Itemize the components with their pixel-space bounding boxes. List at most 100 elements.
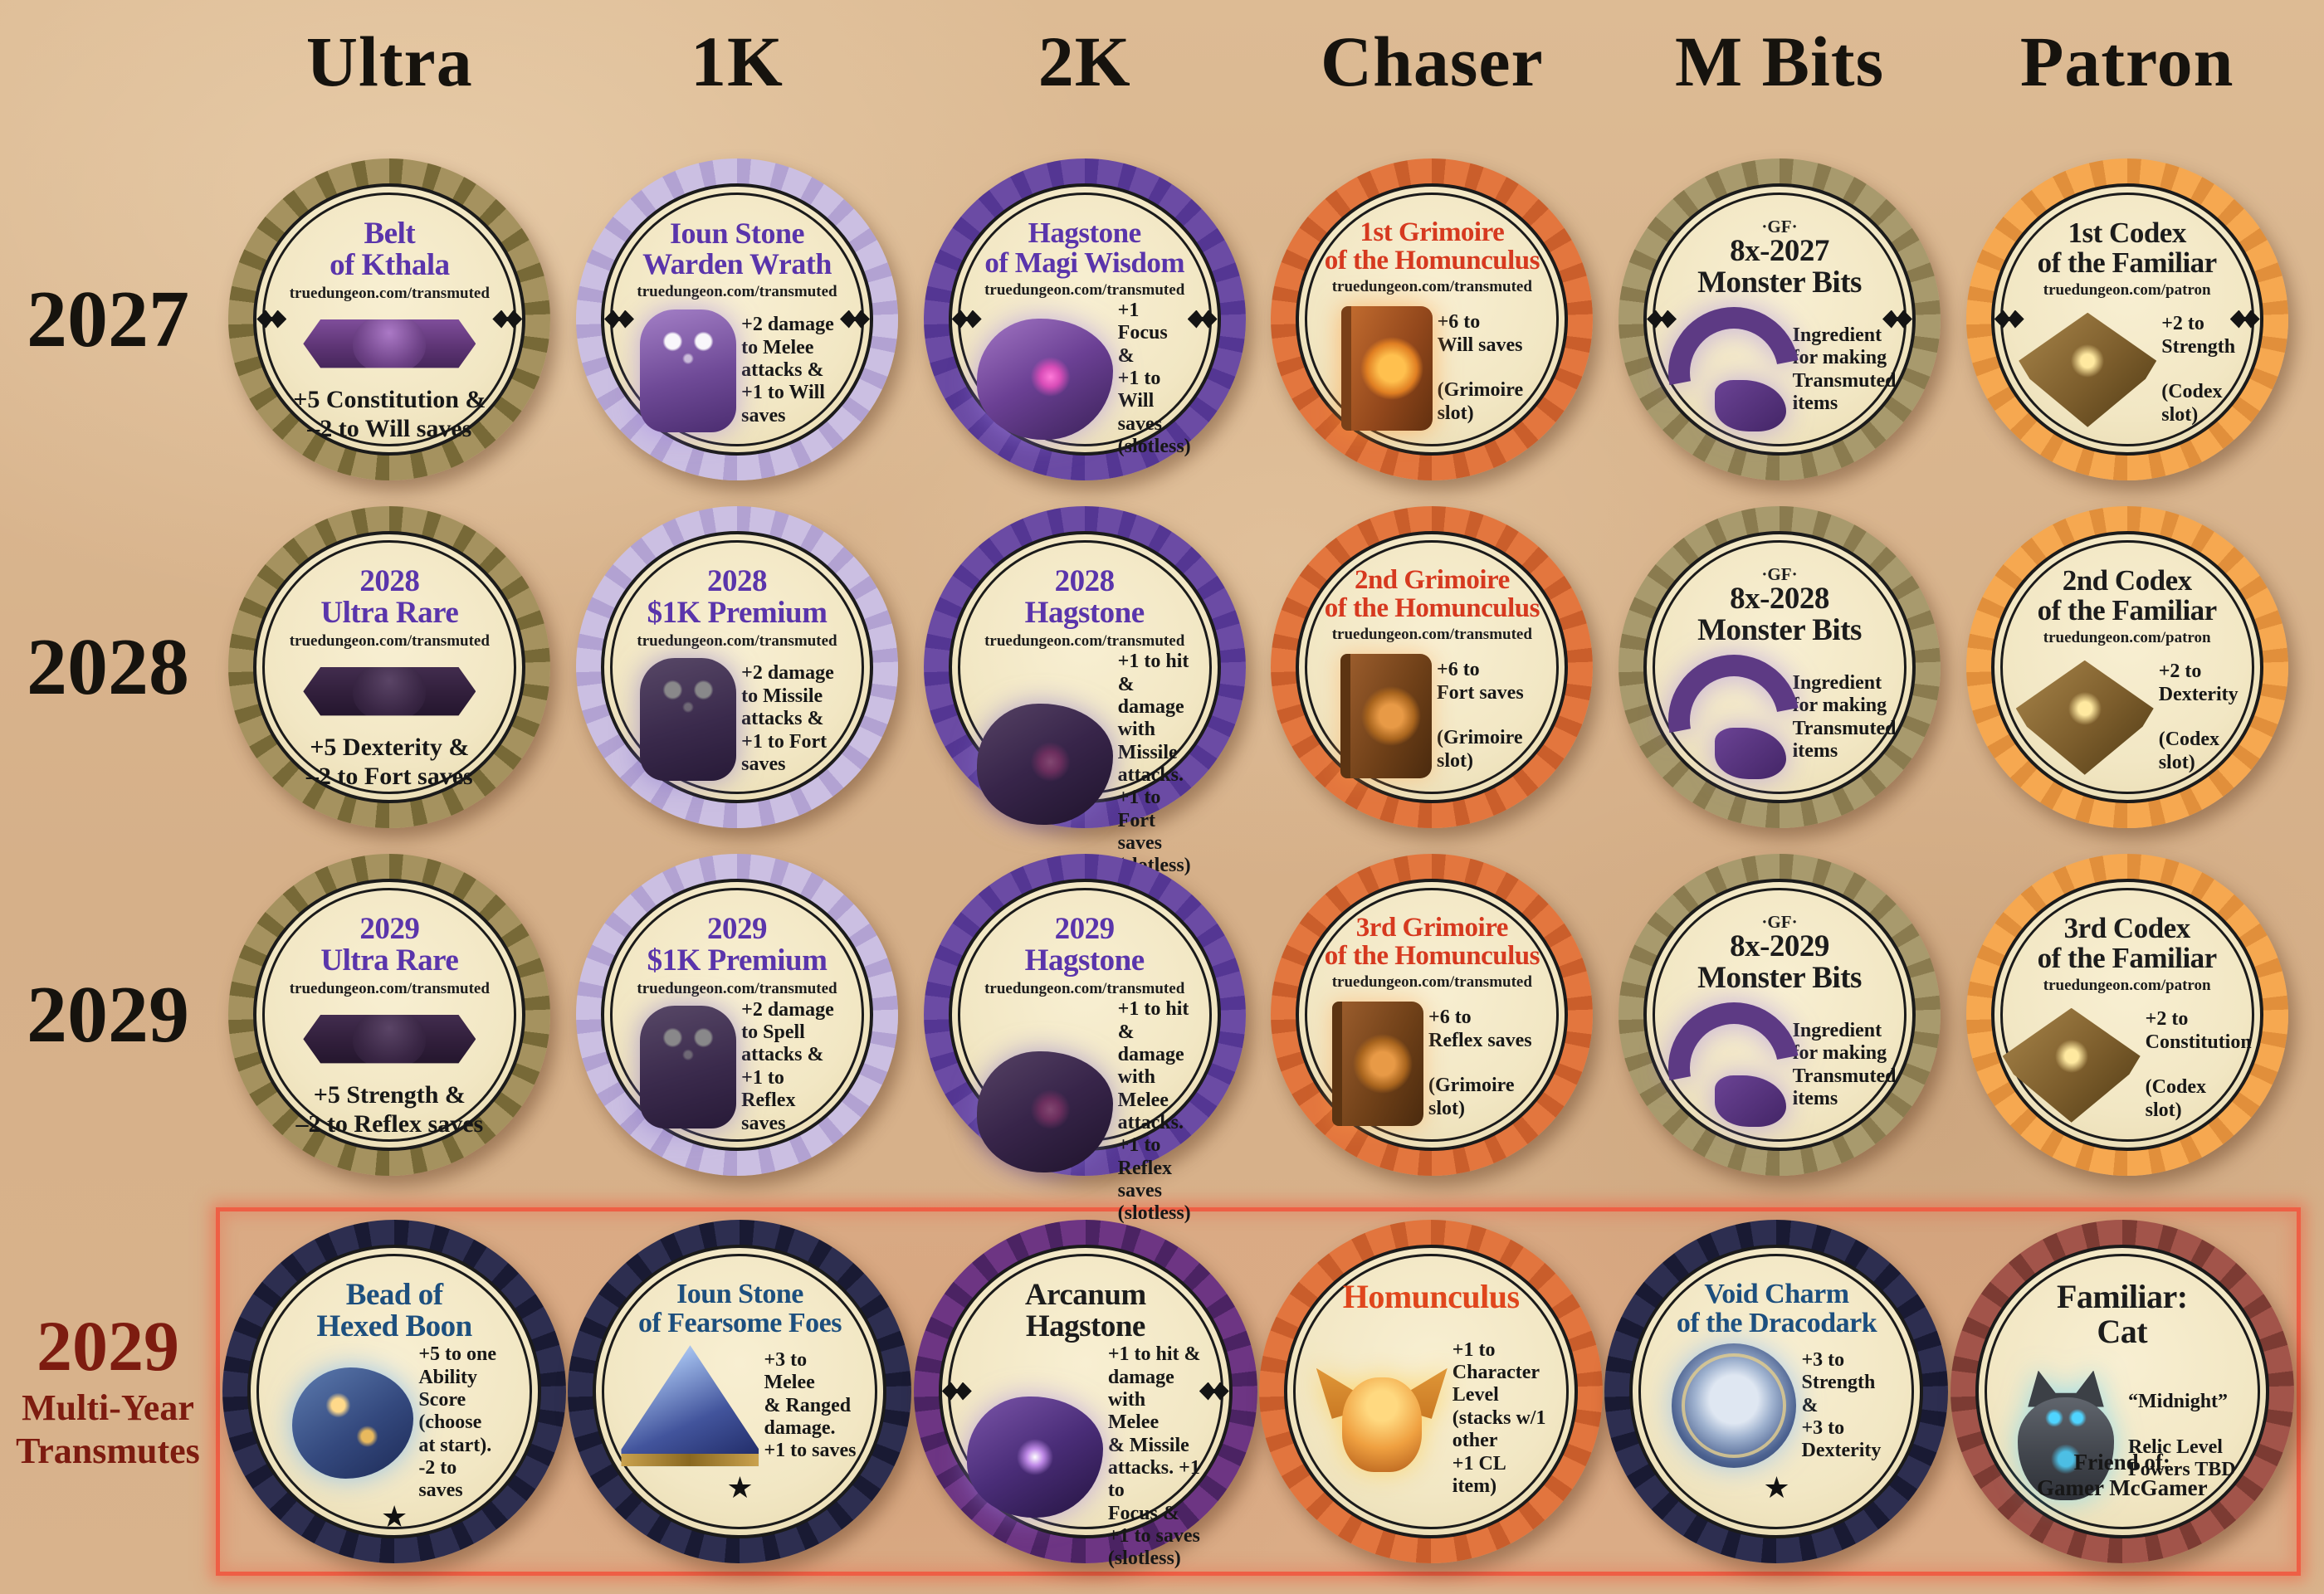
token-cell: Belt of Kthala truedungeon.com/transmute… [216,158,564,480]
token-url: truedungeon.com/transmuted [1331,625,1532,643]
row-label-2029: 2029 [27,969,189,1060]
token-middle: Ingredient for making Transmuted items [1658,300,1901,440]
token-middle: “Midnight” Relic Level Powers TBD [1990,1349,2254,1523]
token: Familiar: Cat “Midnight” Relic Level Pow… [1950,1219,2294,1563]
token-cell: 2029 $1K Premium truedungeon.com/transmu… [564,853,911,1176]
token-middle: +1 to Character Level (stacks w/1 other … [1299,1314,1563,1523]
token-cell: 2029 Ultra Rare truedungeon.com/transmut… [216,853,564,1176]
token-title: Arcanum Hagstone [1024,1277,1146,1344]
token: ·GF· 8x-2027 Monster Bits Ingredient for… [1618,158,1941,480]
token-content: 1st Codex of the Familiar truedungeon.co… [2006,198,2248,441]
token-effect: +2 damage to Spell attacks & +1 to Refle… [741,998,834,1134]
token-cell: 1st Grimoire of the Homunculus truedunge… [1258,158,1606,480]
column-header-patron: Patron [2019,22,2234,101]
token-face: Ioun Stone of Fearsome Foes +3 to Melee … [593,1244,887,1538]
token-face: 3rd Codex of the Familiar truedungeon.co… [1990,878,2263,1151]
token-effect: +5 to one Ability Score (choose at start… [418,1343,496,1502]
token-effect: +2 damage to Missile attacks & +1 to For… [741,662,834,775]
token-middle: +1 to hit & damage with Melee & Missile … [954,1343,1218,1571]
token-cell: Familiar: Cat “Midnight” Relic Level Pow… [1950,1219,2295,1563]
tentacle-art [1663,307,1788,433]
token-content: Familiar: Cat “Midnight” Relic Level Pow… [1990,1260,2254,1523]
token-title: 2nd Grimoire of the Homunculus [1324,564,1540,624]
token: 3rd Codex of the Familiar truedungeon.co… [1965,853,2288,1176]
column-header-2k: 2K [1038,22,1131,101]
token-url: truedungeon.com/transmuted [637,632,837,651]
token-top-mark: ·GF· [1761,563,1798,584]
token-url: truedungeon.com/transmuted [984,632,1185,651]
token-cell: 1st Codex of the Familiar truedungeon.co… [1953,158,2301,480]
hagstone-art [976,1050,1113,1172]
token-cell: Ioun Stone Warden Wrath truedungeon.com/… [564,158,911,480]
token-title: 1st Codex of the Familiar [2037,216,2218,280]
token-middle [268,651,510,734]
homunculus-art [1316,1358,1448,1480]
star-icon: ★ [381,1499,408,1534]
token: 2029 $1K Premium truedungeon.com/transmu… [576,853,898,1176]
token-bottom-text: +5 Dexterity & –2 to Fort saves [305,734,473,790]
token-cell: Arcanum Hagstone +1 to hit & damage with… [913,1219,1258,1569]
token: 2029 Hagstone truedungeon.com/transmuted… [923,853,1246,1224]
token-cell: 2nd Codex of the Familiar truedungeon.co… [1953,505,2301,828]
octopus-belt-art [303,319,476,368]
token-url: truedungeon.com/transmuted [637,980,837,998]
token-content: 2028 $1K Premium truedungeon.com/transmu… [616,546,858,788]
token-content: 2029 $1K Premium truedungeon.com/transmu… [616,894,858,1136]
token-face: Bead of Hexed Boon +5 to one Ability Sco… [247,1244,542,1538]
token-title: 1st Grimoire of the Homunculus [1324,217,1540,276]
token-middle: +1 to hit & damage with Melee attacks. +… [964,998,1206,1226]
column-header-ultra: Ultra [305,22,473,101]
token-middle: Ingredient for making Transmuted items [1658,995,1901,1135]
token-cell: 3rd Grimoire of the Homunculus truedunge… [1258,853,1606,1176]
token: Ioun Stone Warden Wrath truedungeon.com/… [576,158,898,480]
grimoire-book-art [1340,305,1433,431]
row-2028: 2028 2028 Ultra Rare truedungeon.com/tra… [0,493,2324,876]
token-title: Familiar: Cat [2056,1277,2188,1350]
hagstone-art [976,318,1113,440]
row-label-multi-year: 2029 Multi-Year Transmutes [0,1310,216,1473]
token-effect: +1 to hit & damage with Missile attacks.… [1117,651,1191,877]
token-url: truedungeon.com/transmuted [289,632,490,651]
token-effect: +3 to Strength & +3 to Dexterity [1801,1348,1882,1462]
token: Void Charm of the Dracodark +3 to Streng… [1604,1219,1949,1563]
token-middle: +1 to hit & damage with Missile attacks.… [964,651,1206,878]
token: Homunculus +1 to Character Level (stacks… [1259,1219,1604,1563]
flourish-ornament-icon [1199,1382,1229,1401]
flourish-ornament-icon [1994,310,2024,329]
column-header-mbits: M Bits [1675,22,1885,101]
token-top-mark: ·GF· [1761,911,1798,932]
token-face: ·GF· 8x-2028 Monster Bits Ingredient for… [1643,530,1916,803]
token-middle: +1 Focus & +1 to Will saves (slotless) [964,300,1206,459]
token-effect: Ingredient for making Transmuted items [1792,324,1897,415]
token-title: 2029 Ultra Rare [320,911,459,978]
token-cell: 3rd Codex of the Familiar truedungeon.co… [1953,853,2301,1176]
token-face: Ioun Stone Warden Wrath truedungeon.com/… [601,183,873,456]
token-content: 3rd Grimoire of the Homunculus truedunge… [1311,894,1553,1136]
tentacle-art [1663,655,1788,781]
token-cell: ·GF· 8x-2029 Monster Bits Ingredient for… [1606,853,1954,1176]
token-effect: Ingredient for making Transmuted items [1792,672,1897,763]
token-cell: ·GF· 8x-2027 Monster Bits Ingredient for… [1606,158,1954,480]
token-url: truedungeon.com/transmuted [637,283,837,301]
token-url: truedungeon.com/transmuted [984,281,1185,299]
row-label-2027: 2027 [27,274,189,364]
star-icon: ★ [1763,1470,1790,1505]
token-middle: +3 to Melee & Ranged damage. +1 to saves [608,1338,872,1474]
column-header-row: Ultra 1K 2K Chaser M Bits Patron [0,0,2324,145]
token-middle [268,303,510,386]
token-effect: +1 Focus & +1 to Will saves (slotless) [1117,300,1191,458]
multi-year-subtitle: Multi-Year Transmutes [16,1387,200,1471]
token-content: 3rd Codex of the Familiar truedungeon.co… [2002,894,2252,1136]
token-content: Arcanum Hagstone +1 to hit & damage with… [954,1260,1218,1569]
token-title: Hagstone of Magi Wisdom [984,216,1184,280]
hagstone-art [976,703,1113,825]
token-content: ·GF· 8x-2028 Monster Bits Ingredient for… [1658,546,1901,788]
token-title: 2029 $1K Premium [647,911,828,978]
owl-ioun-stone-art [640,309,737,432]
token-effect: +3 to Melee & Ranged damage. +1 to saves [764,1348,857,1462]
codex-book-art [2019,312,2157,427]
token-cell: 2nd Grimoire of the Homunculus truedunge… [1258,505,1606,828]
token-title: Ioun Stone of Fearsome Foes [637,1278,842,1339]
tentacle-art [1663,1002,1788,1128]
